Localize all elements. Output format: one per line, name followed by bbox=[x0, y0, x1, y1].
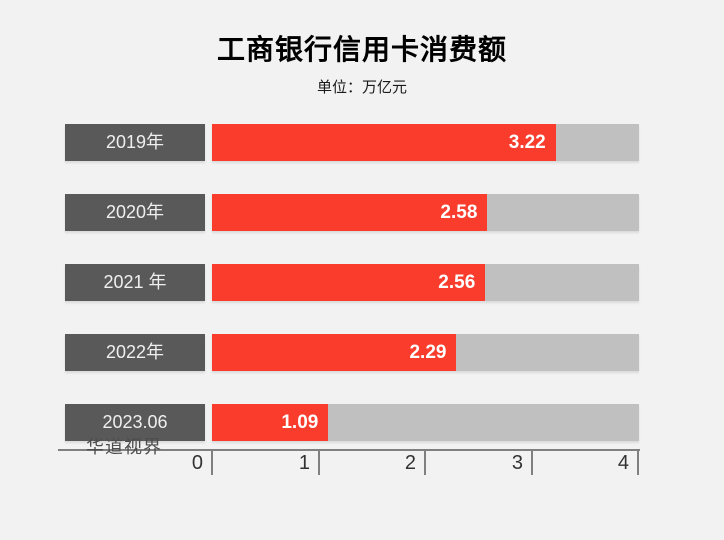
x-axis-tick bbox=[637, 449, 639, 475]
bar-fill: 1.09 bbox=[212, 404, 329, 441]
bar-fill: 3.22 bbox=[212, 124, 556, 161]
bar-track: 2.56 bbox=[212, 264, 639, 301]
category-label: 2019年 bbox=[105, 132, 165, 152]
category-label: 2020年 bbox=[105, 202, 165, 222]
bar-track: 3.22 bbox=[212, 124, 639, 161]
x-axis-tick bbox=[211, 449, 213, 475]
bar-track: 2.29 bbox=[212, 334, 639, 371]
category-label-box: 2023.06 bbox=[65, 404, 205, 441]
x-axis-tick-label: 1 bbox=[298, 452, 310, 474]
bar-value-label: 2.58 bbox=[440, 202, 478, 223]
bar-value-label: 3.22 bbox=[508, 132, 546, 153]
bar-value-label: 2.29 bbox=[409, 342, 447, 363]
bar-value-label: 2.56 bbox=[438, 272, 476, 293]
x-axis-tick-label: 3 bbox=[511, 452, 523, 474]
x-axis-tick bbox=[531, 449, 533, 475]
bar-fill: 2.29 bbox=[212, 334, 457, 371]
bar-row: 2019年 3.22 bbox=[0, 124, 724, 161]
category-label-box: 2022年 bbox=[65, 334, 205, 371]
watermark: 华道视界 bbox=[86, 437, 162, 457]
category-label: 2021 年 bbox=[103, 272, 167, 292]
bar-track: 2.58 bbox=[212, 194, 639, 231]
x-axis-tick-label: 4 bbox=[617, 452, 629, 474]
category-label: 2022年 bbox=[105, 342, 165, 362]
x-axis-tick-label: 0 bbox=[191, 452, 203, 474]
chart-unit-label: 单位：万亿元 bbox=[316, 79, 407, 96]
x-axis-line bbox=[58, 449, 640, 451]
bar-track: 1.09 bbox=[212, 404, 639, 441]
category-label-box: 2020年 bbox=[65, 194, 205, 231]
category-label-box: 2021 年 bbox=[65, 264, 205, 301]
bar-row: 2020年 2.58 bbox=[0, 194, 724, 231]
bar-row: 2022年 2.29 bbox=[0, 334, 724, 371]
bar-fill: 2.58 bbox=[212, 194, 488, 231]
chart-title: 工商银行信用卡消费额 bbox=[216, 34, 507, 65]
x-axis-tick bbox=[318, 449, 320, 475]
bar-row: 2021 年 2.56 bbox=[0, 264, 724, 301]
category-label-box: 2019年 bbox=[65, 124, 205, 161]
bar-value-label: 1.09 bbox=[281, 412, 319, 433]
x-axis-tick-label: 2 bbox=[404, 452, 416, 474]
bar-fill: 2.56 bbox=[212, 264, 486, 301]
category-label: 2023.06 bbox=[102, 412, 168, 432]
bar-row: 2023.06 1.09 bbox=[0, 404, 724, 441]
x-axis-tick bbox=[424, 449, 426, 475]
